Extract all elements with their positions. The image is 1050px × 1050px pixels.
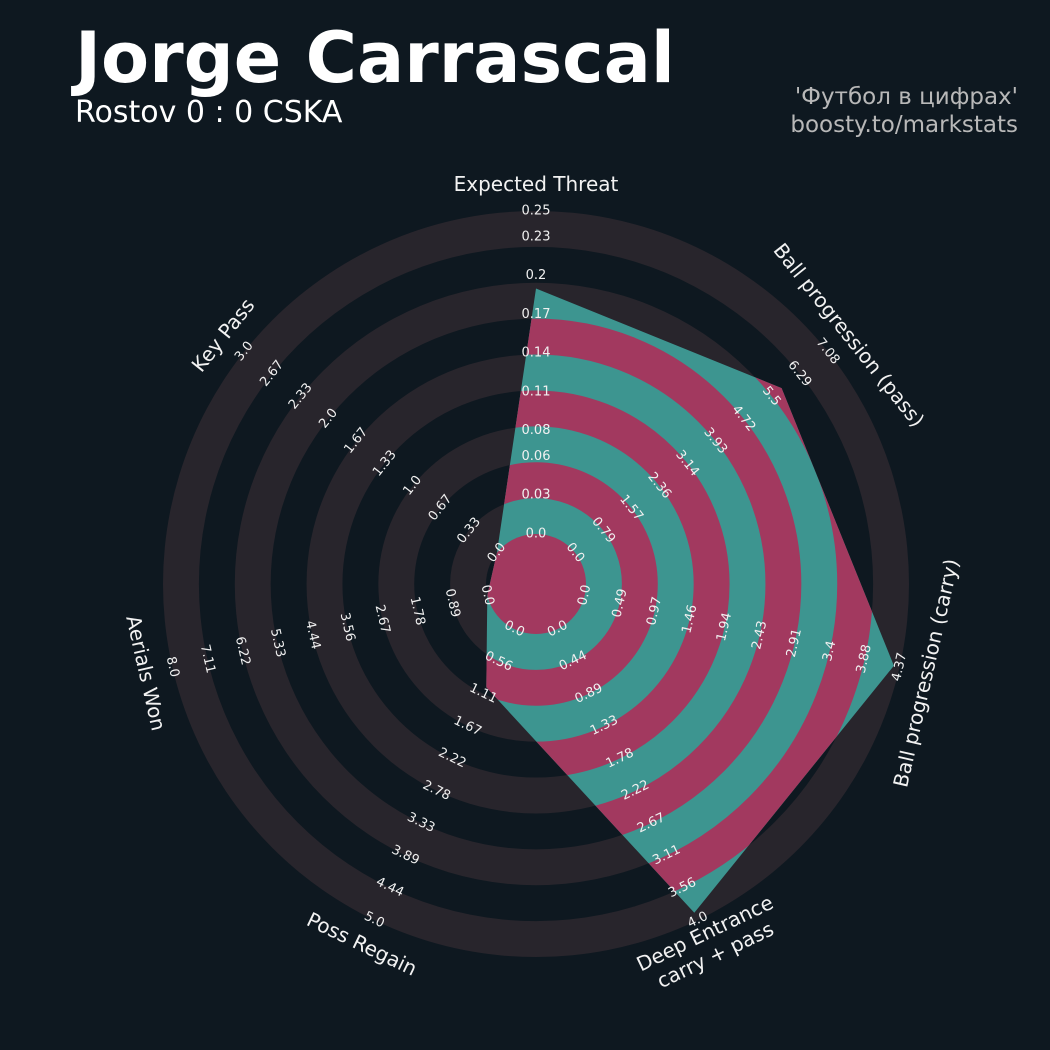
param-label: Expected Threat: [453, 172, 619, 196]
tick-label: 0.08: [522, 423, 551, 438]
tick-label: 2.91: [784, 627, 805, 659]
radar-center: [486, 534, 586, 634]
tick-label: 0.97: [644, 595, 665, 627]
tick-label: 0.03: [522, 488, 551, 503]
tick-label: 6.22: [232, 635, 253, 667]
tick-label: 3.4: [820, 639, 839, 663]
tick-label: 1.46: [679, 603, 700, 635]
tick-label: 4.37: [889, 651, 910, 683]
tick-label: 1.94: [714, 611, 735, 643]
tick-label: 2.43: [749, 619, 770, 651]
tick-label: 0.14: [522, 346, 551, 361]
tick-label: 0.11: [522, 384, 551, 399]
title: Jorge Carrascal: [71, 17, 675, 99]
credit: 'Футбол в цифрах': [795, 84, 1018, 110]
tick-label: 0.89: [442, 587, 463, 619]
tick-label: 4.44: [302, 619, 323, 651]
tick-label: 0.25: [522, 204, 551, 219]
tick-label: 7.11: [197, 643, 218, 675]
radar-band: [486, 462, 658, 706]
tick-label: 0.0: [575, 583, 594, 607]
tick-label: 0.0: [478, 583, 497, 607]
tick-label: 3.56: [337, 611, 358, 643]
tick-label: 0.0: [526, 527, 547, 542]
tick-label: 1.78: [407, 595, 428, 627]
tick-label: 5.33: [267, 627, 288, 659]
credit: boosty.to/markstats: [790, 112, 1018, 138]
tick-label: 0.17: [522, 307, 551, 322]
tick-label: 0.23: [522, 229, 551, 244]
subtitle: Rostov 0 : 0 CSKA: [75, 95, 343, 130]
tick-label: 3.88: [854, 643, 875, 675]
tick-label: 0.06: [522, 449, 551, 464]
tick-label: 0.49: [610, 587, 631, 619]
tick-label: 2.67: [372, 603, 393, 635]
tick-label: 8.0: [163, 655, 182, 679]
tick-label: 0.2: [526, 268, 547, 283]
